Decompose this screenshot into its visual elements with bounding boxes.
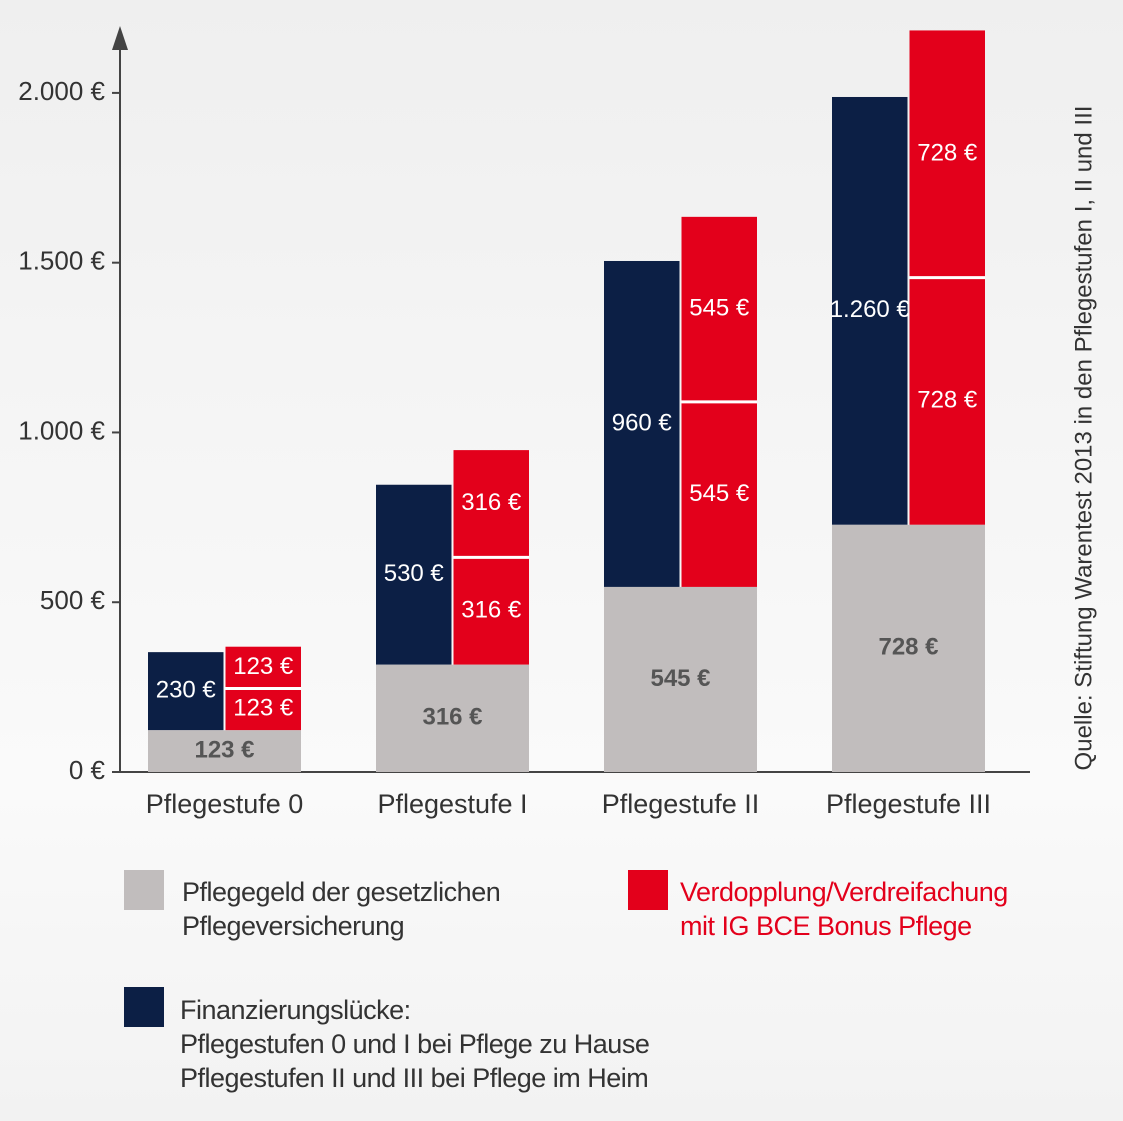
x-tick-label: Pflegestufe I bbox=[377, 789, 527, 819]
legend-swatch bbox=[628, 870, 668, 910]
base-bar bbox=[148, 730, 301, 772]
value-label: 123 € bbox=[233, 653, 294, 680]
value-label: 316 € bbox=[422, 704, 482, 731]
y-tick-label: 0 € bbox=[69, 755, 106, 785]
x-tick-label: Pflegestufe 0 bbox=[146, 789, 304, 819]
base-bar bbox=[376, 664, 529, 772]
x-tick-label: Pflegestufe III bbox=[826, 789, 991, 819]
legend-label: Verdopplung/Verdreifachung mit IG BCE Bo… bbox=[680, 877, 1008, 941]
bonus-bar bbox=[681, 401, 757, 587]
y-tick-label: 1.500 € bbox=[18, 246, 105, 276]
value-label: 545 € bbox=[689, 480, 750, 507]
bonus-bar bbox=[453, 557, 529, 665]
source: Quelle: Stiftung Warentest 2013 in den P… bbox=[1070, 106, 1097, 771]
legend-swatch bbox=[124, 987, 164, 1027]
value-label: 316 € bbox=[461, 489, 522, 516]
bonus-bar bbox=[225, 646, 301, 689]
axis-arrow bbox=[112, 26, 128, 50]
y-tick-label: 2.000 € bbox=[18, 76, 105, 106]
value-label: 960 € bbox=[612, 409, 673, 436]
base-bar bbox=[832, 524, 985, 772]
gap-bar bbox=[148, 652, 224, 731]
value-label: 530 € bbox=[384, 560, 445, 587]
base-bar bbox=[604, 586, 757, 772]
x-tick-label: Pflegestufe II bbox=[602, 789, 760, 819]
y-tick-label: 500 € bbox=[40, 585, 106, 615]
bonus-bar bbox=[225, 688, 301, 731]
gap-bar bbox=[376, 484, 452, 665]
value-label: 123 € bbox=[233, 695, 294, 722]
value-label: 728 € bbox=[878, 634, 938, 661]
value-label: 728 € bbox=[917, 139, 978, 166]
value-label: 123 € bbox=[194, 736, 254, 763]
legend-swatch bbox=[124, 870, 164, 910]
legend-label: Pflegegeld der gesetzlichen Pflegeversic… bbox=[182, 877, 501, 941]
bonus-bar bbox=[453, 450, 529, 558]
value-label: 545 € bbox=[650, 665, 710, 692]
value-label: 230 € bbox=[156, 677, 217, 704]
gap-bar bbox=[604, 260, 680, 587]
gap-bar bbox=[832, 96, 908, 525]
value-label: 728 € bbox=[917, 387, 978, 414]
value-label: 1.260 € bbox=[830, 296, 911, 323]
value-label: 545 € bbox=[689, 295, 750, 322]
legend-label: Finanzierungslücke: Pflegestufen 0 und I… bbox=[180, 995, 650, 1093]
y-tick-label: 1.000 € bbox=[18, 415, 105, 445]
bonus-bar bbox=[909, 277, 985, 525]
value-label: 316 € bbox=[461, 596, 522, 623]
bonus-bar bbox=[681, 216, 757, 402]
bonus-bar bbox=[909, 30, 985, 278]
